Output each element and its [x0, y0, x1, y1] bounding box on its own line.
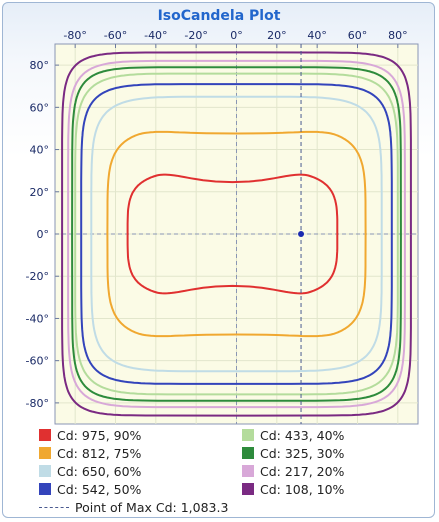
- legend-label: Cd: 975, 90%: [57, 427, 142, 443]
- y-tick-label: 0°: [37, 228, 50, 241]
- legend-item: Cd: 812, 75%: [39, 445, 141, 461]
- y-tick-label: 60°: [30, 101, 50, 114]
- x-tick-label: -80°: [63, 29, 86, 42]
- contour-8: [61, 51, 412, 417]
- x-tick-label: 20°: [267, 29, 287, 42]
- contour-2: [106, 130, 367, 338]
- isocandela-chart: IsoCandela Plot -80° -60° -40° -20° 0° 20° 40°…: [26, 8, 419, 425]
- max-point-label: Point of Max Cd: 1,083.3: [75, 499, 229, 515]
- legend-item: Cd: 108, 10%: [242, 481, 344, 497]
- y-tick-label: -40°: [26, 312, 49, 325]
- legend-swatch: [242, 429, 254, 441]
- max-point-line-icon: [39, 506, 69, 508]
- legend-swatch: [39, 483, 51, 495]
- legend-label: Cd: 217, 20%: [260, 463, 345, 479]
- legend-label: Cd: 650, 60%: [57, 463, 142, 479]
- y-tick-label: -20°: [26, 270, 49, 283]
- y-tick-label: 40°: [30, 144, 50, 157]
- x-axis-ticks: -80° -60° -40° -20° 0° 20° 40° 60° 80°: [63, 29, 408, 48]
- x-tick-label: 60°: [348, 29, 368, 42]
- legend-label: Cd: 108, 10%: [260, 481, 345, 497]
- legend-label: Cd: 325, 30%: [260, 445, 345, 461]
- x-tick-label: -60°: [104, 29, 127, 42]
- legend-swatch: [39, 447, 51, 459]
- y-tick-label: 20°: [30, 186, 50, 199]
- legend-swatch: [242, 447, 254, 459]
- legend-label: Cd: 433, 40%: [260, 427, 345, 443]
- legend-item: Cd: 542, 50%: [39, 481, 141, 497]
- x-tick-label: 80°: [388, 29, 408, 42]
- chart-title: IsoCandela Plot: [158, 8, 281, 24]
- legend-swatch: [39, 465, 51, 477]
- legend-max-point: Point of Max Cd: 1,083.3: [39, 499, 228, 515]
- x-tick-label: -40°: [144, 29, 167, 42]
- legend-label: Cd: 542, 50%: [57, 481, 142, 497]
- y-tick-label: -80°: [26, 397, 49, 410]
- legend-swatch: [39, 429, 51, 441]
- y-axis-ticks: 80° 60° 40° 20° 0° -20° -40° -60° -80°: [26, 59, 59, 410]
- contour-3: [90, 95, 383, 373]
- legend-item: Cd: 975, 90%: [39, 427, 141, 443]
- legend-item: Cd: 650, 60%: [39, 463, 141, 479]
- contour-7: [67, 59, 406, 409]
- contour-1: [126, 173, 339, 295]
- x-tick-label: 0°: [230, 29, 243, 42]
- legend-swatch: [242, 483, 254, 495]
- legend: Cd: 975, 90% Cd: 812, 75% Cd: 650, 60% Cd: …: [37, 427, 437, 517]
- legend-item: Cd: 433, 40%: [242, 427, 344, 443]
- chart-panel: IsoCandela Plot -80° -60° -40° -20° 0° 20° 40°…: [2, 2, 435, 518]
- x-tick-label: -20°: [184, 29, 207, 42]
- y-tick-label: 80°: [30, 59, 50, 72]
- contour-5: [74, 72, 399, 396]
- x-tick-label: 40°: [307, 29, 327, 42]
- legend-item: Cd: 217, 20%: [242, 463, 344, 479]
- legend-swatch: [242, 465, 254, 477]
- contour-4: [80, 83, 393, 385]
- legend-label: Cd: 812, 75%: [57, 445, 142, 461]
- contours: [61, 51, 412, 417]
- y-tick-label: -60°: [26, 355, 49, 368]
- contour-6: [71, 66, 402, 402]
- max-marker: [298, 44, 305, 424]
- max-point-dot: [298, 231, 305, 237]
- legend-item: Cd: 325, 30%: [242, 445, 344, 461]
